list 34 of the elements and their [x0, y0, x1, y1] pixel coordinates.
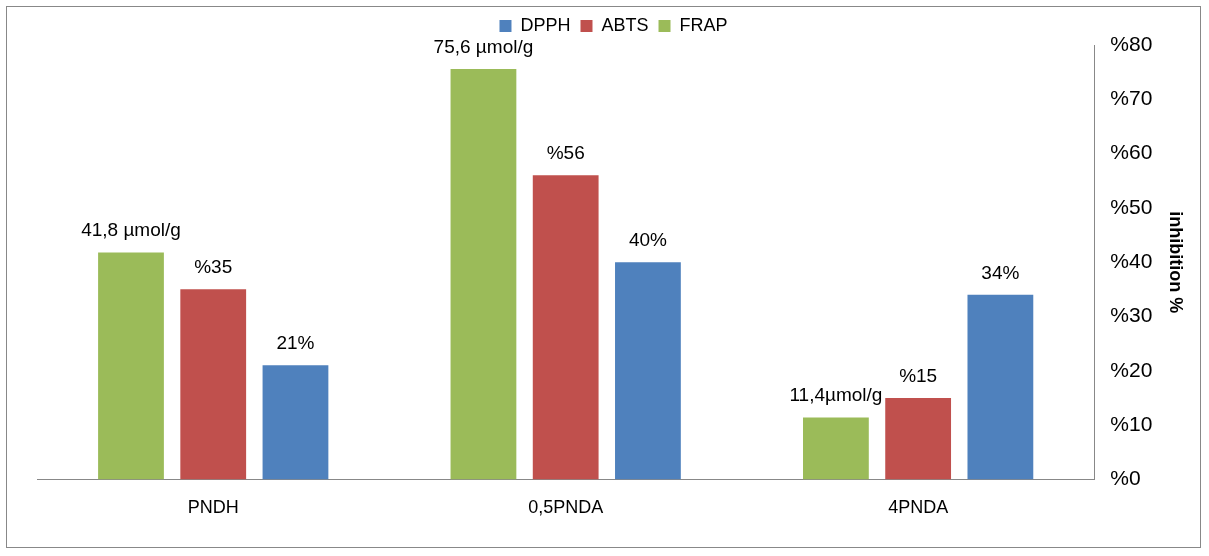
data-label: 11,4µmol/g [789, 384, 883, 406]
y-tick-label: %60 [1110, 140, 1153, 164]
data-label: %56 [546, 142, 585, 164]
data-label: 41,8 µmol/g [81, 219, 181, 241]
legend-label: ABTS [601, 14, 649, 35]
bar [615, 262, 681, 480]
data-label: 40% [628, 228, 668, 250]
bar [98, 252, 164, 480]
data-label: %15 [899, 364, 938, 386]
bar [967, 294, 1034, 480]
x-tick-label: 0,5PNDA [528, 497, 604, 518]
legend-label: FRAP [679, 14, 728, 35]
y-tick-label: %20 [1110, 357, 1153, 381]
y-tick-label: %30 [1110, 303, 1153, 327]
bar [803, 417, 869, 480]
y-tick-label: %10 [1110, 411, 1153, 435]
y-tick-label: %0 [1110, 466, 1141, 490]
bar [450, 68, 517, 480]
x-tick-label: 4PNDA [888, 497, 949, 518]
y-tick-label: %80 [1110, 31, 1153, 55]
y-tick-label: %50 [1110, 194, 1153, 218]
data-label: 34% [981, 261, 1020, 283]
x-tick-label: PNDH [187, 497, 239, 518]
legend-label: DPPH [520, 14, 571, 35]
bar [532, 175, 599, 480]
bar [885, 397, 952, 480]
bar [180, 289, 247, 480]
y-tick-label: %70 [1110, 86, 1153, 110]
y-tick-label: %40 [1110, 249, 1153, 272]
data-label: 21% [276, 332, 315, 354]
y-axis-title: inhibition % [1166, 211, 1187, 314]
bar [262, 365, 329, 480]
data-label: 75,6 µmol/g [433, 35, 534, 57]
data-label: %35 [194, 256, 233, 278]
